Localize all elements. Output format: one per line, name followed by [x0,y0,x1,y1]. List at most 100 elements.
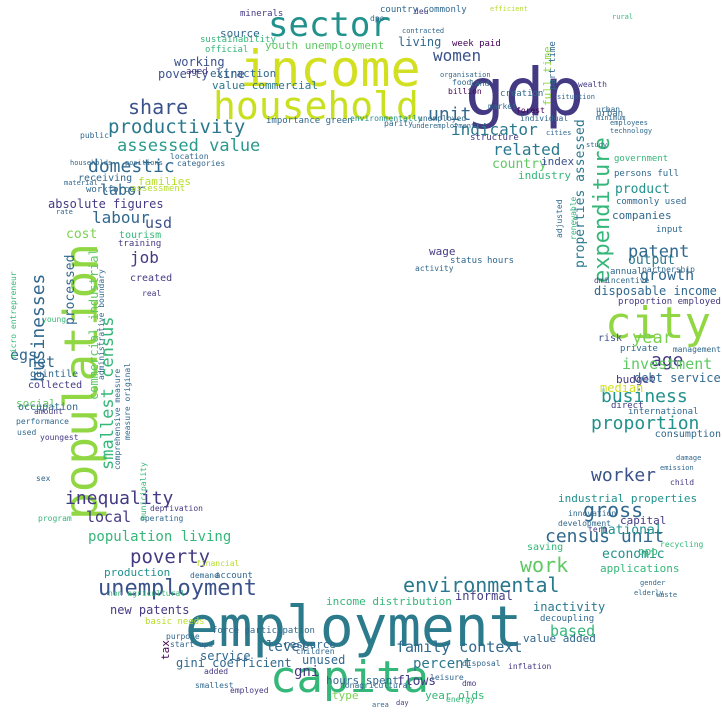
word-performance: performance [16,417,69,426]
word-cost: cost [66,227,98,242]
word-absolute-figures: absolute figures [48,197,164,211]
word-economic: economic [602,547,665,562]
word-individual: individual [520,114,569,123]
word-quintile: quintile [30,369,79,380]
word-government: government [614,154,669,164]
word-collected: collected [28,380,83,391]
word-damage: damage [676,454,702,462]
word-forest: forest [516,106,545,115]
word-growth: growth [640,266,695,284]
word-sustainability: sustainability [200,35,276,45]
word-demand: demand [190,571,219,580]
word-net: net [28,353,56,371]
word-organisation: organisation [440,71,491,79]
word-family-context: family context [396,638,523,656]
word-week-paid: week paid [452,39,501,49]
word-youngest: youngest [40,433,79,442]
word-underemployment: underemployment [412,122,476,130]
word-proportion-employed: proportion employed [618,297,721,307]
word-food: food [452,78,472,87]
word-contracted: contracted [402,27,445,35]
word-inactivity: inactivity [533,600,606,614]
word-development: development [558,519,611,528]
word-dpo: dpo [370,14,385,23]
word-tourism: tourism [119,230,162,241]
word-source: source [220,27,260,40]
word-municipality: municipality [139,462,148,520]
word-location: location [170,152,209,161]
word-living: living [398,35,442,49]
word-positions: positions [125,159,163,167]
word-adjusted: adjusted [555,199,564,238]
word-consumption: consumption [654,429,721,440]
word-indicator: indicator [451,120,538,139]
word-leisure: leisure [430,673,464,682]
word-hours-spent: hours spent [326,674,399,687]
word-persons-full: persons full [614,169,680,179]
word-urban: urban [596,105,621,114]
word-workforce: workforce [86,185,135,195]
word-efficient: efficient [490,5,528,13]
word-created: created [130,273,173,284]
word-environmentally: environmentally [350,114,423,123]
word-poverty-line: poverty line [158,67,245,81]
word-unemployed: unemployed [418,114,467,123]
word-capital: capital [620,514,667,527]
word-hours: hours [487,256,515,266]
word-waste: waste [656,591,678,599]
word-worker: worker [591,465,657,486]
word-households: households [70,159,113,167]
word-annual: annual [610,267,643,277]
word-working: working [174,55,225,69]
word-labor: labor [100,181,146,199]
word-situation: situation [557,93,595,101]
word-job: job [130,248,159,267]
word-age: age [651,350,684,371]
word-rate: rate [56,208,73,216]
word-assessment: assessment [131,184,186,194]
word-decoupling: decoupling [540,614,595,624]
word-land: land [470,79,490,88]
word-usd: usd [145,214,173,232]
word-poverty: poverty [130,546,211,568]
word-study: study [586,141,608,149]
word-rural: rural [612,13,634,21]
word-deprivation: deprivation [150,504,203,513]
word-international: international [628,407,699,417]
word-companies: companies [612,209,672,222]
word-micro-entrepreneur: micro entrepreneur [9,271,18,358]
word-ppp: ppp [638,545,658,558]
word-importance-green: importance green [266,116,353,126]
word-population-living: population living [88,529,232,545]
word-related: related [493,140,561,159]
word-disposal: disposal [462,659,501,668]
word-force-participation: force participation [212,626,315,636]
word-gender: gender [640,579,666,587]
word-local: local [86,508,132,526]
word-assessed-value: assessed value [117,136,261,156]
word-industry: industry [518,169,571,182]
word-program: program [38,514,72,523]
word-inequality: inequality [65,488,174,509]
word-gross: gross [583,498,644,522]
word-start-ups: start ups [170,640,214,649]
word-sex: sex [36,474,51,483]
word-real: real [142,289,162,298]
word-service: service [200,649,251,663]
word-product: product [615,182,670,197]
word-children: children [296,647,335,656]
word-aged: aged [186,67,208,77]
word-incentive: incentive [606,276,650,285]
word-creation: creation [500,89,544,99]
word-gni: gni [294,664,320,680]
word-income-distribution: income distribution [326,595,452,608]
word-amount: amount [34,407,63,416]
word-value-added: value added [523,632,596,645]
word-purpose: purpose [166,632,200,641]
word-part-time: part time [548,41,558,90]
word-women: women [433,46,482,65]
word-measure-original: measure original [123,362,132,440]
word-environmental: environmental [403,573,560,597]
word-billion: billion [448,87,482,96]
word-industrial-properties: industrial properties [558,492,698,505]
